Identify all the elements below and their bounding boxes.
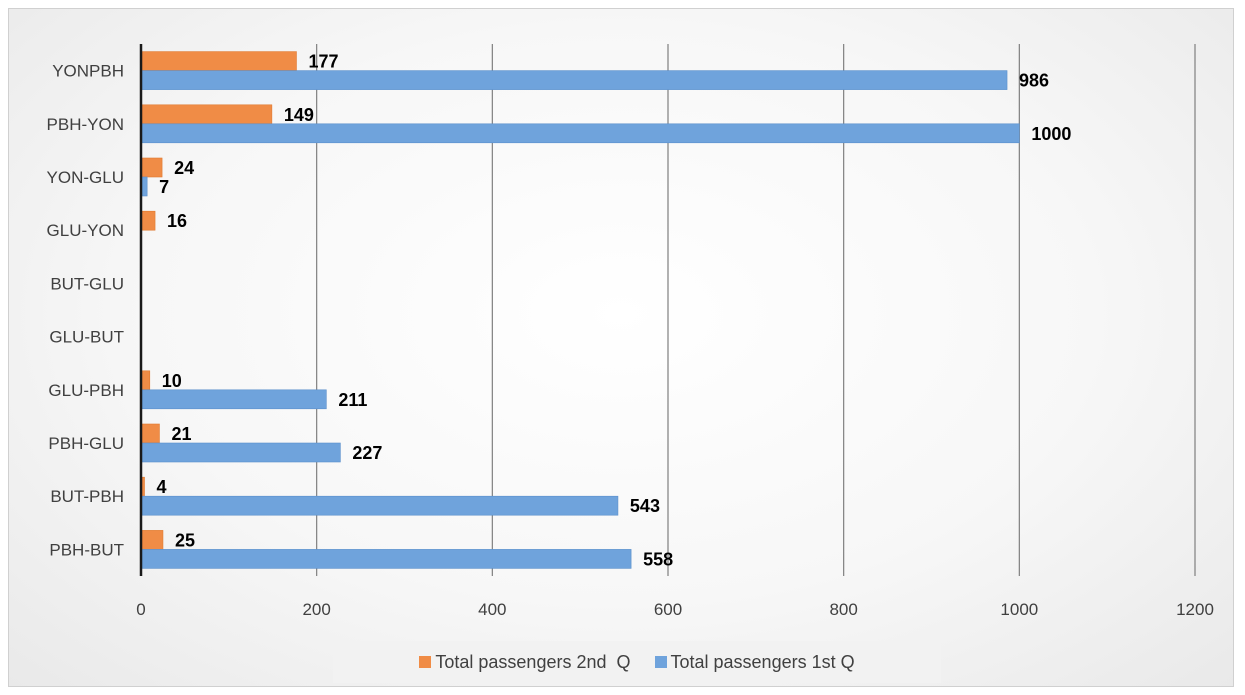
x-tick-label: 800 [829,600,857,619]
legend-entry-2nd-q: Total passengers 2nd Q [419,651,631,673]
bar-series-1 [141,51,297,71]
x-tick-label: 200 [302,600,330,619]
data-label: 24 [174,158,194,178]
category-label: BUT-PBH [50,487,124,506]
category-label: GLU-PBH [48,381,124,400]
x-tick-label: 400 [478,600,506,619]
chart-frame: 177 149 24 16 10 21 4 25 986 1000 7 211 227 543 558 0 2… [8,8,1234,687]
x-tick-label: 0 [136,600,145,619]
data-label: 16 [167,211,187,231]
legend-swatch-1st-q [654,656,667,668]
category-label: YONPBH [52,62,124,81]
data-label: 10 [162,371,182,391]
bar-series-2 [141,389,327,410]
bar-series-2 [141,495,619,516]
data-label: 21 [171,424,191,444]
data-label: 543 [630,496,660,516]
bar-series-2 [141,549,632,569]
data-label: 7 [159,177,169,197]
x-tick-label: 600 [654,600,682,619]
bar-series-1 [141,423,160,444]
bars [141,51,1020,569]
x-tick-label: 1000 [1000,600,1038,619]
x-tick-label: 1200 [1176,600,1214,619]
bar-series-1 [141,157,163,178]
bar-series-1 [141,530,164,550]
category-label: GLU-BUT [49,328,124,347]
data-label: 4 [157,477,167,497]
category-label: BUT-GLU [50,274,124,293]
bar-series-2 [141,442,341,463]
bar-series-2 [141,123,1020,144]
data-label: 986 [1019,71,1049,91]
category-label: YON-GLU [47,168,124,187]
legend-label-2nd-q: Total passengers 2nd Q [435,651,631,672]
category-label: PBH-GLU [48,434,124,453]
category-label: PBH-BUT [49,540,124,559]
legend-entry-1st-q: Total passengers 1st Q [654,651,855,673]
data-label: 1000 [1031,124,1071,144]
bar-series-1 [141,370,151,391]
bar-series-2 [141,70,1008,90]
data-label: 558 [643,549,673,569]
category-label: GLU-YON [47,221,124,240]
axes: 0 200 400 600 800 1000 1200 YONPBH PBH-YON YON-GL… [47,44,1214,619]
bar-series-1 [141,104,273,125]
bar-chart: 177 149 24 16 10 21 4 25 986 1000 7 211 227 543 558 0 2… [47,44,1214,619]
category-label: PBH-YON [47,115,124,134]
data-label: 177 [308,52,338,72]
data-label: 211 [338,390,367,410]
bar-series-2 [141,176,148,197]
data-label: 149 [284,105,314,125]
bar-series-1 [141,210,156,231]
legend-label-1st-q: Total passengers 1st Q [670,651,855,672]
legend-swatch-2nd-q [419,656,432,668]
bar-series-1 [141,476,145,497]
legend: Total passengers 2nd Q Total passengers … [333,641,941,683]
data-labels: 177 149 24 16 10 21 4 25 986 1000 7 211 227 543 558 [157,52,1072,570]
data-label: 25 [175,530,195,550]
data-label: 227 [352,443,382,463]
